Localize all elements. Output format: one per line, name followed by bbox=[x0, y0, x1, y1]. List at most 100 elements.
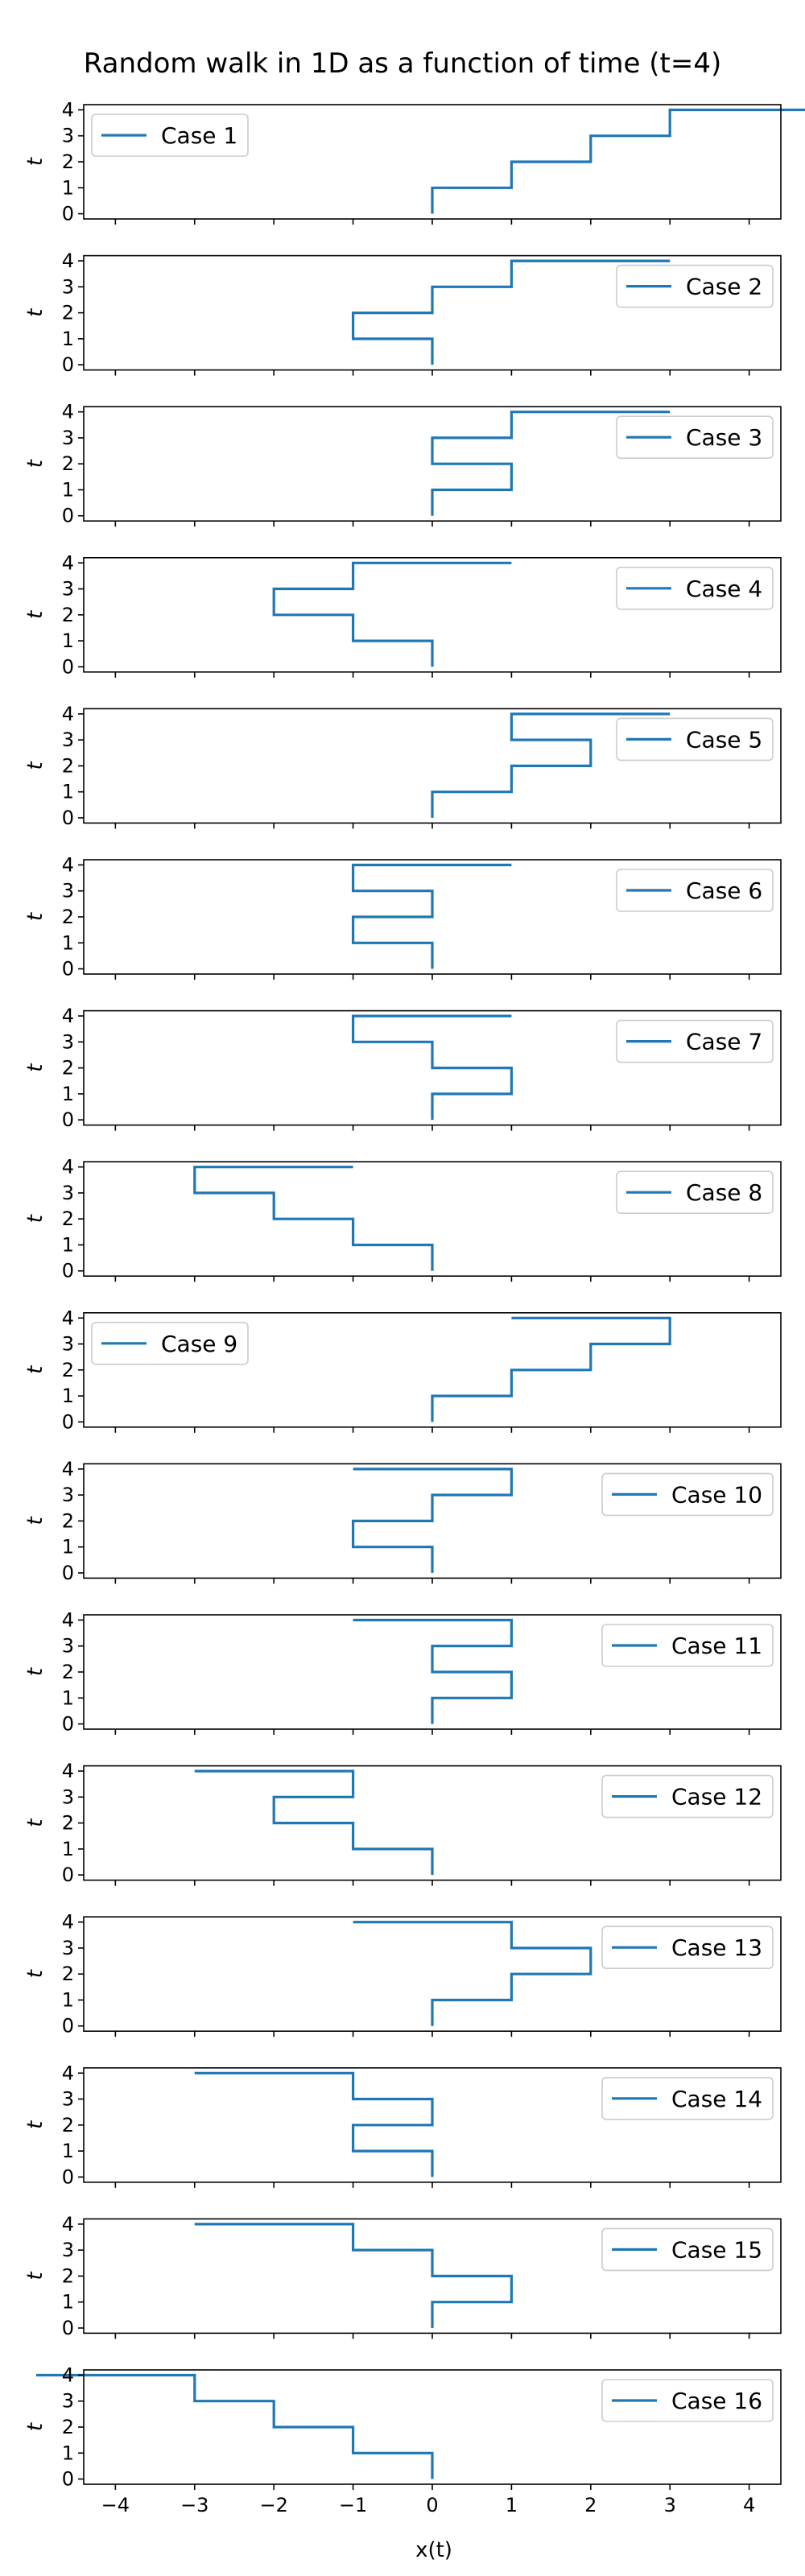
y-tick-label: 1 bbox=[62, 176, 74, 199]
y-tick-label: 4 bbox=[62, 853, 74, 876]
series-line-case-13 bbox=[353, 1921, 592, 2026]
series-line-case-16 bbox=[36, 2373, 434, 2479]
y-tick-label: 4 bbox=[62, 2213, 74, 2235]
legend-box bbox=[601, 2379, 774, 2422]
subplot-13: 0 1 2 3 4 t Case 13 bbox=[23, 1911, 782, 2037]
y-tick-label: 0 bbox=[62, 1108, 74, 1131]
y-tick-label: 2 bbox=[62, 1812, 74, 1835]
y-tick-label: 3 bbox=[62, 2390, 74, 2413]
y-tick-label: 2 bbox=[62, 2264, 74, 2287]
legend-label: Case 9 bbox=[161, 1331, 237, 1357]
legend-label: Case 16 bbox=[671, 2388, 762, 2414]
y-axis-label: t bbox=[23, 308, 47, 317]
y-tick-label: 3 bbox=[62, 275, 74, 298]
y-axis-label: t bbox=[23, 1667, 47, 1676]
legend-box bbox=[601, 1624, 774, 1667]
y-tick-label: 2 bbox=[62, 151, 74, 173]
x-axis-label: x(t) bbox=[415, 2538, 452, 2562]
subplot-4: 0 1 2 3 4 t Case 4 bbox=[23, 551, 782, 678]
legend-label: Case 10 bbox=[671, 1481, 762, 1508]
y-tick-label: 1 bbox=[62, 1686, 74, 1709]
series-line-case-6 bbox=[352, 863, 512, 969]
subplot-11: 0 1 2 3 4 t Case 11 bbox=[23, 1608, 782, 1736]
y-tick-label: 4 bbox=[62, 2363, 74, 2386]
y-tick-label: 0 bbox=[62, 1260, 74, 1282]
legend: Case 14 bbox=[601, 2077, 774, 2120]
x-tick-label: −3 bbox=[180, 2494, 208, 2516]
legend: Case 4 bbox=[616, 566, 774, 610]
legend-label: Case 2 bbox=[686, 274, 762, 300]
series-line-case-5 bbox=[431, 712, 671, 818]
legend-label: Case 15 bbox=[671, 2236, 762, 2263]
legend: Case 2 bbox=[616, 264, 774, 308]
legend-box bbox=[616, 415, 774, 460]
y-tick-label: 0 bbox=[62, 2015, 74, 2037]
y-tick-label: 2 bbox=[62, 2416, 74, 2438]
y-tick-label: 3 bbox=[62, 1182, 74, 1204]
subplot-8: 0 1 2 3 4 t Case 8 bbox=[23, 1156, 782, 1282]
y-tick-label: 0 bbox=[62, 1410, 74, 1433]
y-tick-label: 2 bbox=[62, 906, 74, 928]
subplot-10: 0 1 2 3 4 t Case 10 bbox=[23, 1458, 782, 1584]
y-axis-label: t bbox=[23, 610, 47, 619]
subplot-9: 0 1 2 3 4 t Case 9 bbox=[23, 1307, 782, 1433]
y-axis-label: t bbox=[23, 1214, 47, 1223]
y-tick-label: 3 bbox=[62, 2088, 74, 2111]
y-tick-label: 1 bbox=[62, 781, 74, 803]
y-tick-label: 0 bbox=[62, 353, 74, 376]
x-tick-label: 2 bbox=[584, 2494, 597, 2516]
y-tick-label: 2 bbox=[62, 1057, 74, 1080]
legend: Case 5 bbox=[616, 717, 774, 762]
x-tick-label: −1 bbox=[339, 2494, 367, 2516]
legend: Case 13 bbox=[601, 1926, 774, 1969]
y-tick-label: 3 bbox=[62, 125, 74, 147]
legend-box bbox=[91, 1322, 249, 1365]
legend: Case 16 bbox=[601, 2379, 774, 2422]
y-tick-label: 3 bbox=[62, 880, 74, 902]
y-tick-label: 0 bbox=[62, 505, 74, 527]
series-line-case-15 bbox=[194, 2223, 513, 2328]
legend-box bbox=[601, 2077, 774, 2120]
x-tick-label: 3 bbox=[664, 2494, 676, 2516]
y-tick-label: 1 bbox=[62, 2442, 74, 2464]
series-line-case-7 bbox=[352, 1014, 513, 1121]
x-tick-label: 1 bbox=[506, 2494, 518, 2516]
figure-title: Random walk in 1D as a function of time … bbox=[84, 47, 721, 80]
legend-box bbox=[616, 869, 774, 912]
y-tick-label: 2 bbox=[62, 1208, 74, 1230]
y-tick-label: 0 bbox=[62, 958, 74, 980]
y-tick-label: 3 bbox=[62, 1484, 74, 1506]
y-tick-label: 3 bbox=[62, 1635, 74, 1657]
y-axis-label: t bbox=[23, 2120, 47, 2129]
legend: Case 8 bbox=[616, 1170, 774, 1214]
y-tick-label: 1 bbox=[62, 2291, 74, 2314]
y-tick-label: 0 bbox=[62, 1864, 74, 1886]
y-tick-label: 1 bbox=[62, 1536, 74, 1558]
series-line-case-11 bbox=[353, 1618, 513, 1724]
legend-box bbox=[601, 1472, 774, 1517]
legend-box bbox=[616, 1170, 774, 1214]
legend-label: Case 6 bbox=[686, 877, 762, 904]
series-line-case-3 bbox=[431, 411, 671, 516]
y-tick-label: 2 bbox=[62, 1661, 74, 1683]
y-tick-label: 0 bbox=[62, 2468, 74, 2491]
y-axis-label: t bbox=[23, 1969, 47, 1978]
y-tick-label: 4 bbox=[62, 1156, 74, 1179]
legend: Case 11 bbox=[601, 1624, 774, 1667]
legend-box bbox=[616, 264, 774, 308]
y-tick-label: 2 bbox=[62, 754, 74, 777]
subplot-5: 0 1 2 3 4 t Case 5 bbox=[23, 703, 782, 829]
y-tick-label: 1 bbox=[62, 1083, 74, 1105]
subplot-7: 0 1 2 3 4 t Case 7 bbox=[23, 1005, 782, 1131]
x-tick-label: −4 bbox=[101, 2494, 130, 2516]
y-axis-label: t bbox=[23, 912, 47, 921]
y-axis-label: t bbox=[23, 1818, 47, 1827]
y-tick-label: 0 bbox=[62, 1713, 74, 1736]
x-tick-label: 0 bbox=[426, 2494, 438, 2516]
y-tick-label: 3 bbox=[62, 578, 74, 601]
x-tick-label: −2 bbox=[259, 2494, 287, 2516]
y-tick-label: 4 bbox=[62, 401, 74, 423]
legend: Case 12 bbox=[601, 1774, 774, 1818]
